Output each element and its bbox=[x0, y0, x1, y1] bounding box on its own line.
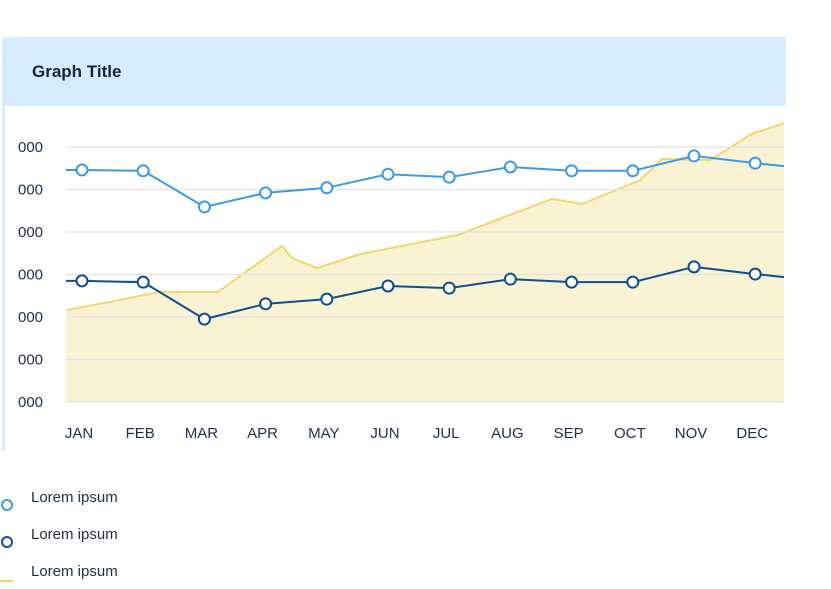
y-tick-label: 000 bbox=[18, 139, 43, 156]
data-point bbox=[626, 164, 640, 178]
data-point bbox=[259, 186, 273, 200]
legend-label: Lorem ipsum bbox=[31, 562, 118, 580]
data-point bbox=[75, 274, 89, 288]
x-tick-label: JUL bbox=[433, 425, 460, 442]
data-point bbox=[197, 312, 211, 326]
x-tick-label: OCT bbox=[614, 425, 646, 442]
x-tick-label: DEC bbox=[736, 425, 768, 442]
data-point bbox=[503, 272, 517, 286]
chart-panel bbox=[2, 37, 786, 451]
legend-label: Lorem ipsum bbox=[31, 525, 118, 543]
data-point bbox=[748, 267, 762, 281]
legend-label: Lorem ipsum bbox=[31, 488, 118, 506]
data-point bbox=[565, 275, 579, 289]
x-tick-label: MAY bbox=[308, 425, 339, 442]
area-line bbox=[65, 122, 785, 312]
data-point bbox=[136, 164, 150, 178]
data-point bbox=[259, 297, 273, 311]
data-point bbox=[626, 275, 640, 289]
line-swatch-icon bbox=[0, 580, 13, 582]
area-fill bbox=[66, 123, 784, 402]
data-point bbox=[381, 279, 395, 293]
y-tick-label: 000 bbox=[18, 182, 43, 199]
y-tick-label: 000 bbox=[18, 309, 43, 326]
circle-marker-icon bbox=[1, 536, 13, 548]
data-point bbox=[197, 200, 211, 214]
circle-marker-icon bbox=[1, 499, 13, 511]
x-tick-label: FEB bbox=[126, 425, 155, 442]
y-tick-label: 000 bbox=[18, 224, 43, 241]
data-point bbox=[320, 181, 334, 195]
data-point bbox=[687, 149, 701, 163]
data-point bbox=[136, 275, 150, 289]
data-point bbox=[320, 292, 334, 306]
y-tick-label: 000 bbox=[18, 267, 43, 284]
x-tick-label: SEP bbox=[554, 425, 584, 442]
chart-header bbox=[2, 37, 786, 106]
x-tick-label: JAN bbox=[65, 425, 93, 442]
chart-title: Graph Title bbox=[32, 62, 122, 81]
data-point bbox=[748, 156, 762, 170]
data-point bbox=[565, 164, 579, 178]
data-point bbox=[442, 170, 456, 184]
data-point bbox=[687, 260, 701, 274]
x-tick-label: APR bbox=[247, 425, 278, 442]
data-point bbox=[442, 281, 456, 295]
x-tick-label: NOV bbox=[675, 425, 708, 442]
x-tick-label: MAR bbox=[185, 425, 219, 442]
series-line bbox=[66, 154, 785, 208]
data-point bbox=[503, 160, 517, 174]
x-tick-label: JUN bbox=[370, 425, 399, 442]
y-tick-label: 000 bbox=[18, 394, 43, 411]
data-point bbox=[381, 167, 395, 181]
series-line bbox=[66, 265, 785, 321]
y-tick-label: 000 bbox=[18, 352, 43, 369]
data-point bbox=[75, 163, 89, 177]
x-tick-label: AUG bbox=[491, 425, 524, 442]
